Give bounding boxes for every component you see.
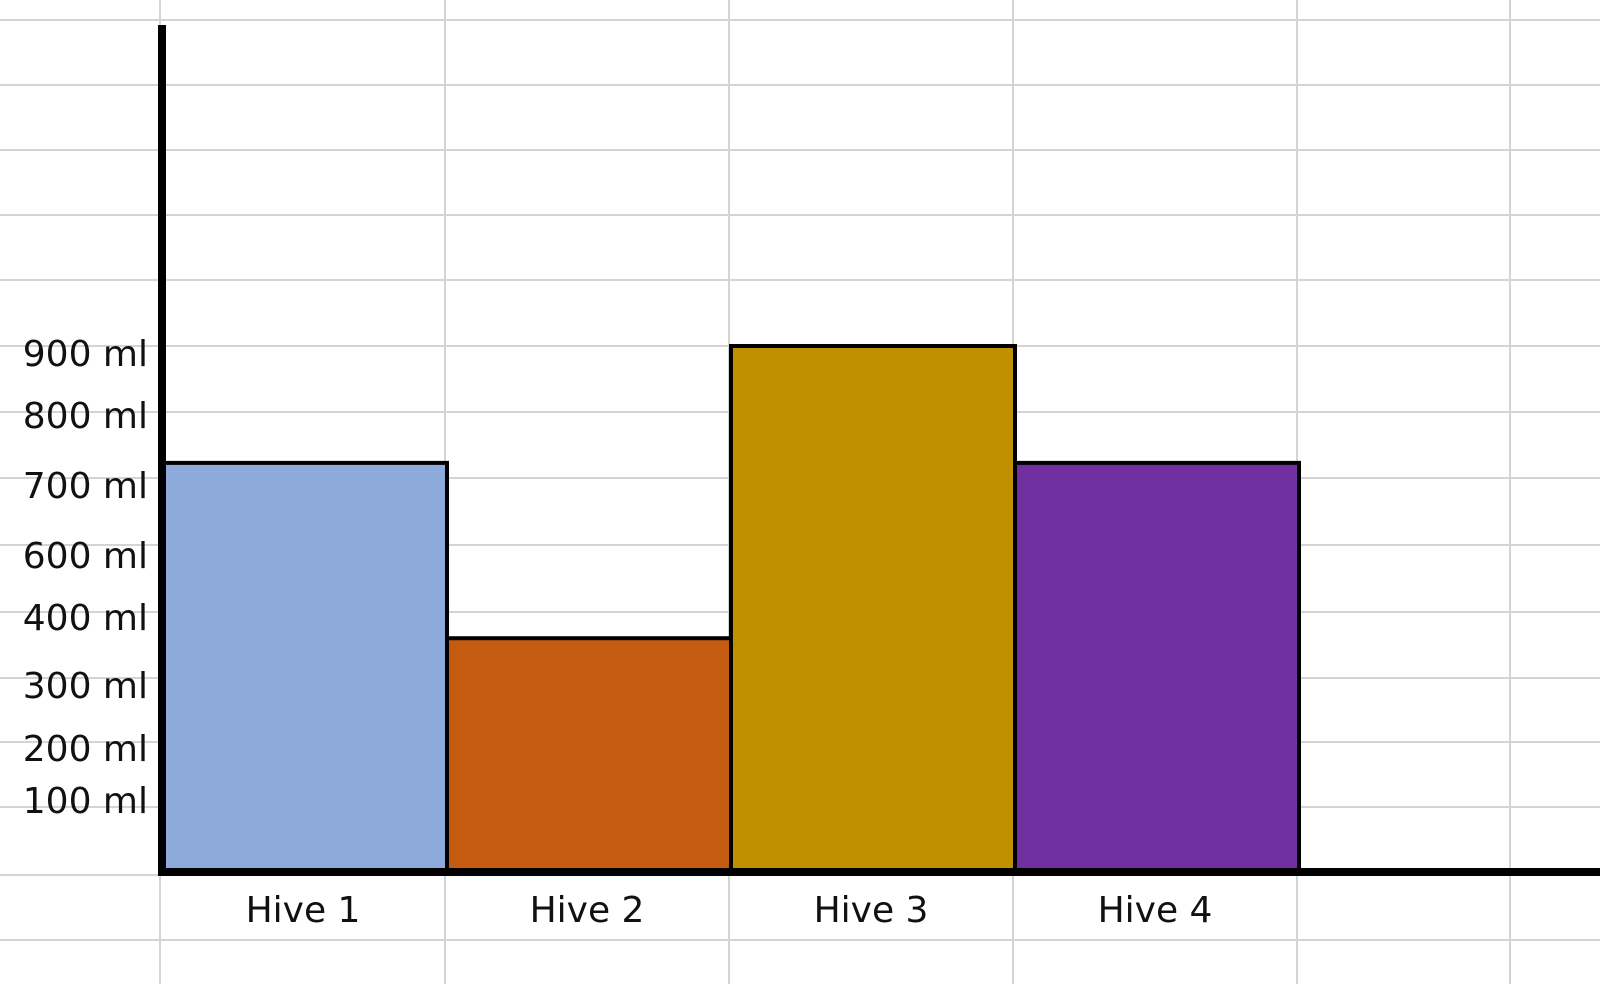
y-tick-label: 100 ml (23, 781, 148, 822)
bar-hive-1 (161, 460, 449, 874)
bars (161, 344, 1301, 874)
y-tick-label: 400 ml (23, 598, 148, 639)
bar-hive-3 (729, 344, 1017, 874)
x-category-label: Hive 1 (246, 890, 361, 931)
bar-hive-4 (1013, 460, 1301, 874)
y-tick-label: 800 ml (23, 396, 148, 437)
y-tick-label: 700 ml (23, 466, 148, 507)
x-category-label: Hive 4 (1098, 890, 1213, 931)
y-tick-label: 900 ml (23, 334, 148, 375)
bar-hive-2 (445, 636, 733, 874)
y-tick-label: 300 ml (23, 666, 148, 707)
x-category-labels: Hive 1 Hive 2 Hive 3 Hive 4 (246, 890, 1213, 931)
x-category-label: Hive 3 (814, 890, 929, 931)
x-category-label: Hive 2 (530, 890, 645, 931)
y-tick-label: 200 ml (23, 729, 148, 770)
axes (158, 25, 1600, 876)
y-tick-labels: 100 ml 200 ml 300 ml 400 ml 600 ml 700 ml 800 … (23, 334, 148, 822)
y-tick-label: 600 ml (23, 536, 148, 577)
